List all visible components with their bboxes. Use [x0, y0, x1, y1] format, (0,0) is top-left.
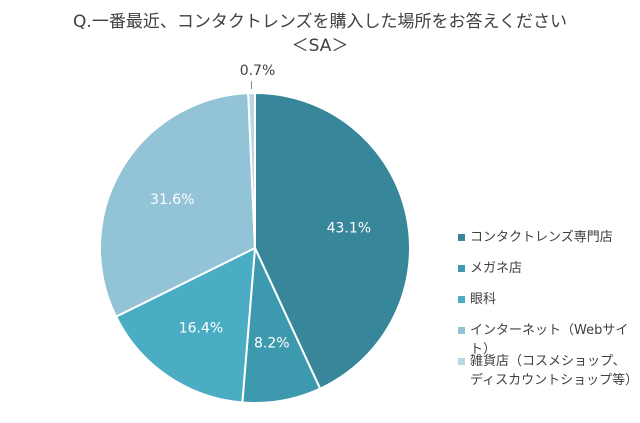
legend-item: 雑貨店（コスメショップ、 ディスカウントショップ等）	[458, 352, 640, 388]
legend-item: メガネ店	[458, 259, 640, 290]
subtitle-text: ＜SA＞	[291, 36, 349, 56]
pie-slice	[254, 91, 411, 390]
legend: コンタクトレンズ専門店 メガネ店眼科インターネット（Webサイト） 雑貨店（コスメシ…	[458, 228, 640, 388]
legend-label: メガネ店	[470, 261, 523, 276]
legend-swatch	[458, 296, 465, 303]
data-label: 8.2%	[254, 336, 290, 352]
data-label: 16.4%	[179, 320, 223, 336]
legend-swatch	[458, 265, 465, 272]
legend-item: インターネット（Webサイト）	[458, 321, 640, 357]
chart-title: Q.一番最近、コンタクトレンズを購入した場所をお答えください ＜SA＞	[0, 10, 640, 58]
legend-item: 眼科	[458, 290, 640, 321]
legend-item: コンタクトレンズ専門店	[458, 228, 640, 259]
legend-swatch	[458, 234, 465, 241]
legend-label: コンタクトレンズ専門店	[470, 230, 613, 245]
pie-slice	[114, 246, 257, 404]
pie-slice	[247, 91, 256, 249]
legend-swatch	[458, 358, 465, 365]
legend-label: インターネット（Webサイト）	[470, 323, 629, 357]
legend-label: 眼科	[470, 292, 497, 307]
title-text: Q.一番最近、コンタクトレンズを購入した場所をお答えください	[73, 12, 567, 32]
legend-label: 雑貨店（コスメショップ、 ディスカウントショップ等）	[470, 354, 639, 388]
data-label: 43.1%	[327, 220, 371, 236]
data-label: 31.6%	[150, 192, 194, 208]
legend-swatch	[458, 327, 465, 334]
data-label: 0.7%	[240, 63, 276, 79]
pie-slice	[99, 92, 257, 318]
